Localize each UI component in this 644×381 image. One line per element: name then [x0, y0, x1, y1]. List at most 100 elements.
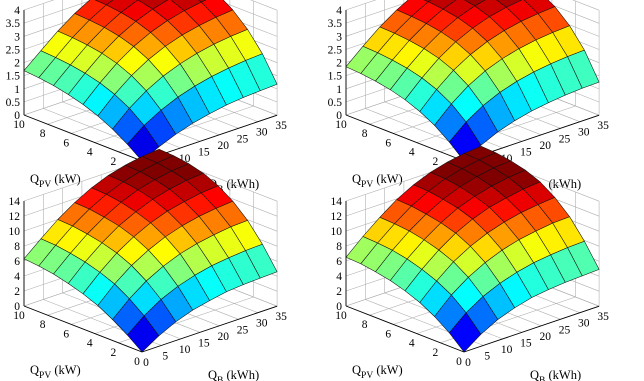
y-tick-label: 25 — [559, 324, 571, 336]
z-tick-label: 3.5 — [328, 18, 343, 30]
y-tick-label: 25 — [237, 133, 249, 145]
y-tick-label: 5 — [484, 350, 490, 362]
y-tick-label: 15 — [198, 337, 210, 349]
y-tick-label: 5 — [162, 350, 168, 362]
z-tick-label: 2 — [336, 58, 342, 70]
x-tick-label: 6 — [63, 328, 69, 340]
y-tick-label: 25 — [237, 324, 249, 336]
x-tick-label: 4 — [409, 147, 415, 159]
x-tick-label: 2 — [433, 347, 439, 359]
y-tick-label: 15 — [198, 146, 210, 158]
x-tick-label: 0 — [134, 356, 140, 368]
z-tick-label: 4 — [14, 271, 20, 283]
y-tick-label: 25 — [559, 133, 571, 145]
z-tick-label: 2 — [14, 286, 20, 298]
axis-line — [23, 114, 143, 162]
axis-line — [23, 305, 143, 353]
x-tick-label: 10 — [335, 119, 347, 131]
x-axis-label: QPV (kW) — [352, 172, 403, 190]
x-tick-label: 6 — [385, 328, 391, 340]
z-tick-label: 1.5 — [6, 71, 21, 83]
z-tick-label: 0 — [336, 301, 342, 313]
z-tick-label: 2.5 — [6, 44, 21, 56]
axis-line — [345, 114, 465, 162]
axis-line — [463, 305, 600, 353]
x-tick-label: 8 — [362, 319, 368, 331]
z-tick-label: 0 — [14, 110, 20, 122]
z-tick-label: 0 — [14, 301, 20, 313]
surface-plot: 00.511.522.533.54024681005101520253035QP… — [328, 0, 609, 195]
z-tick-label: 6 — [14, 256, 20, 268]
x-axis-label: QPV (kW) — [352, 363, 403, 381]
chart-panel-b: (b) PV-Li, Low Season 00.511.522.533.540… — [322, 0, 644, 195]
y-tick-label: 35 — [597, 120, 609, 132]
x-tick-label: 2 — [111, 156, 117, 168]
gridline — [572, 0, 600, 11]
z-tick-label: 14 — [9, 196, 21, 208]
x-axis-label: QPV (kW) — [30, 363, 81, 381]
y-tick-label: 30 — [256, 318, 268, 330]
y-tick-label: 0 — [143, 357, 149, 369]
chart-panel-c: (c) PV-lead, High Season 024681012140246… — [0, 148, 322, 381]
z-tick-label: 1 — [14, 84, 20, 96]
gridline — [23, 0, 55, 11]
x-tick-label: 8 — [40, 128, 46, 140]
z-tick-label: 6 — [336, 256, 342, 268]
z-tick-label: 2 — [14, 58, 20, 70]
z-tick-label: 10 — [331, 226, 343, 238]
y-tick-label: 30 — [256, 127, 268, 139]
y-tick-label: 35 — [275, 120, 287, 132]
y-tick-label: 10 — [179, 153, 191, 165]
x-tick-label: 8 — [362, 128, 368, 140]
x-axis-label: QPV (kW) — [30, 172, 81, 190]
axis-line — [345, 305, 465, 353]
z-tick-label: 12 — [331, 211, 343, 223]
z-tick-label: 0.5 — [328, 97, 343, 109]
gridline — [250, 0, 278, 11]
surface-patch — [449, 312, 482, 353]
z-tick-label: 1 — [336, 84, 342, 96]
surface-plot: 00.511.522.533.54024681005101520253035QP… — [6, 0, 287, 195]
x-tick-label: 10 — [13, 119, 25, 131]
surface-patch — [127, 315, 160, 353]
y-tick-label: 20 — [539, 140, 551, 152]
z-tick-label: 10 — [9, 226, 21, 238]
z-tick-label: 3.5 — [6, 18, 21, 30]
y-axis-label: QB (kWh) — [208, 368, 259, 381]
y-tick-label: 35 — [275, 311, 287, 323]
x-tick-label: 6 — [63, 137, 69, 149]
z-tick-label: 4 — [336, 5, 342, 17]
z-tick-label: 8 — [336, 241, 342, 253]
surface — [23, 0, 278, 162]
x-tick-label: 0 — [456, 356, 462, 368]
y-axis-label: QB (kWh) — [530, 368, 581, 381]
chart-panel-a: (a) PV-lead, Low Season 00.511.522.533.5… — [0, 0, 322, 195]
z-tick-label: 0 — [336, 110, 342, 122]
chart-panel-d: (d) PV-Li, High Season 02468101214024681… — [322, 145, 644, 381]
z-tick-label: 3 — [336, 31, 342, 43]
x-tick-label: 4 — [87, 338, 93, 350]
y-tick-label: 20 — [539, 331, 551, 343]
surface — [23, 148, 278, 353]
x-tick-label: 4 — [409, 338, 415, 350]
z-tick-label: 4 — [336, 271, 342, 283]
z-tick-label: 14 — [331, 196, 343, 208]
z-tick-label: 1.5 — [328, 71, 343, 83]
z-tick-label: 2 — [336, 286, 342, 298]
y-tick-label: 30 — [578, 127, 590, 139]
gridline — [345, 0, 377, 11]
x-tick-label: 10 — [335, 310, 347, 322]
surface — [345, 0, 600, 162]
x-tick-label: 4 — [87, 147, 93, 159]
x-tick-label: 6 — [385, 137, 391, 149]
y-tick-label: 20 — [217, 140, 229, 152]
x-tick-label: 2 — [111, 347, 117, 359]
y-tick-label: 35 — [597, 311, 609, 323]
z-tick-label: 8 — [14, 241, 20, 253]
z-tick-label: 2.5 — [328, 44, 343, 56]
z-tick-label: 4 — [14, 5, 20, 17]
